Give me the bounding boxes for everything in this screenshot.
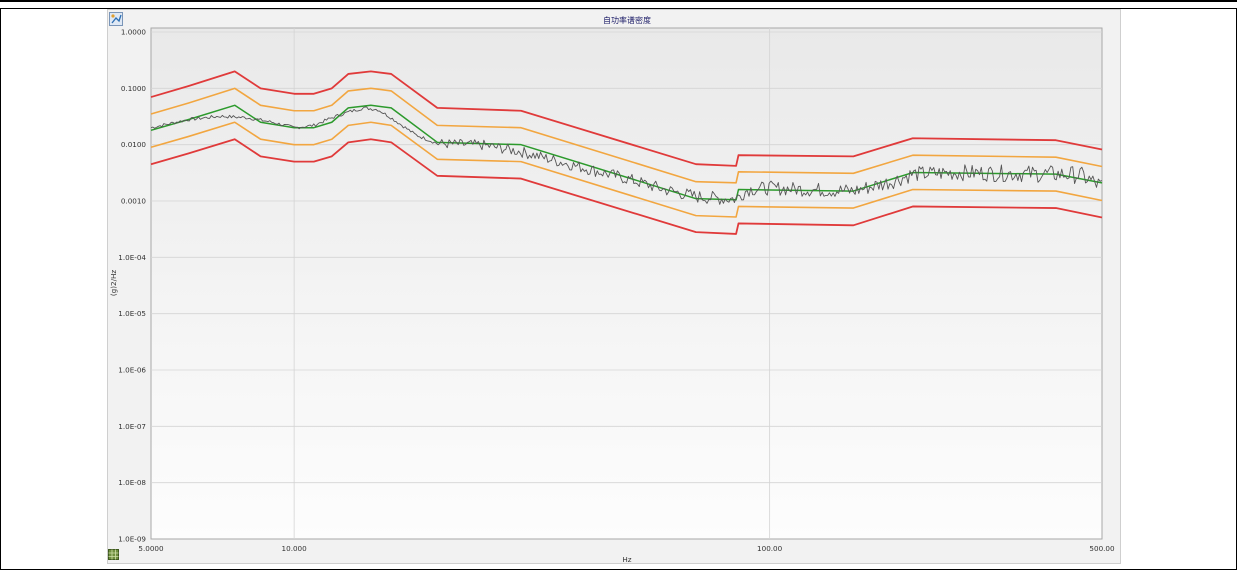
y-tick-label: 0.0010 [121, 197, 147, 206]
x-axis-label: Hz [622, 555, 631, 564]
x-tick-label: 5.0000 [138, 544, 164, 553]
y-tick-label: 1.0E-06 [118, 366, 146, 375]
x-tick-label: 10.000 [282, 544, 308, 553]
x-tick-label: 500.00 [1089, 544, 1115, 553]
y-tick-label: 1.0E-04 [118, 253, 146, 262]
grid-toggle-icon[interactable] [108, 549, 119, 560]
series-line-abort-upper [150, 70, 1103, 167]
top-border [0, 0, 1237, 8]
series-line-alarm-lower [150, 121, 1103, 218]
y-axis-label: (g)2/Hz [109, 270, 118, 297]
chart-settings-icon[interactable] [109, 12, 123, 26]
y-tick-label: 0.1000 [121, 84, 147, 93]
y-tick-label: 0.0100 [121, 140, 147, 149]
y-tick-label: 1.0E-07 [118, 422, 146, 431]
series-line-alarm-upper [150, 87, 1103, 184]
series-line-abort-lower [150, 138, 1103, 235]
plot-area [150, 27, 1103, 540]
series-line-control [150, 106, 1103, 205]
y-tick-label: 1.0E-05 [118, 309, 146, 318]
y-tick-label: 1.0E-08 [118, 478, 146, 487]
x-tick-labels: 5.0000 10.000 100.00 500.00 [138, 544, 1115, 553]
y-tick-labels: 1.0000 0.1000 0.0100 0.0010 1.0E-04 1.0E-05 1.… [118, 28, 146, 544]
chart-title: 自功率谱密度 [603, 15, 651, 25]
x-tick-label: 100.00 [757, 544, 783, 553]
y-tick-label: 1.0E-09 [118, 535, 146, 544]
y-tick-label: 1.0000 [121, 28, 147, 37]
series-layer [150, 70, 1103, 235]
